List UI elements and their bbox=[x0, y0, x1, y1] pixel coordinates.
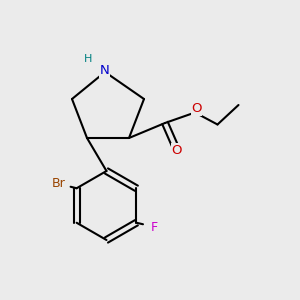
Text: F: F bbox=[151, 221, 158, 234]
Text: N: N bbox=[100, 64, 109, 77]
Text: O: O bbox=[191, 102, 202, 116]
Text: H: H bbox=[84, 53, 93, 64]
Text: O: O bbox=[172, 144, 182, 157]
Text: Br: Br bbox=[52, 177, 65, 190]
